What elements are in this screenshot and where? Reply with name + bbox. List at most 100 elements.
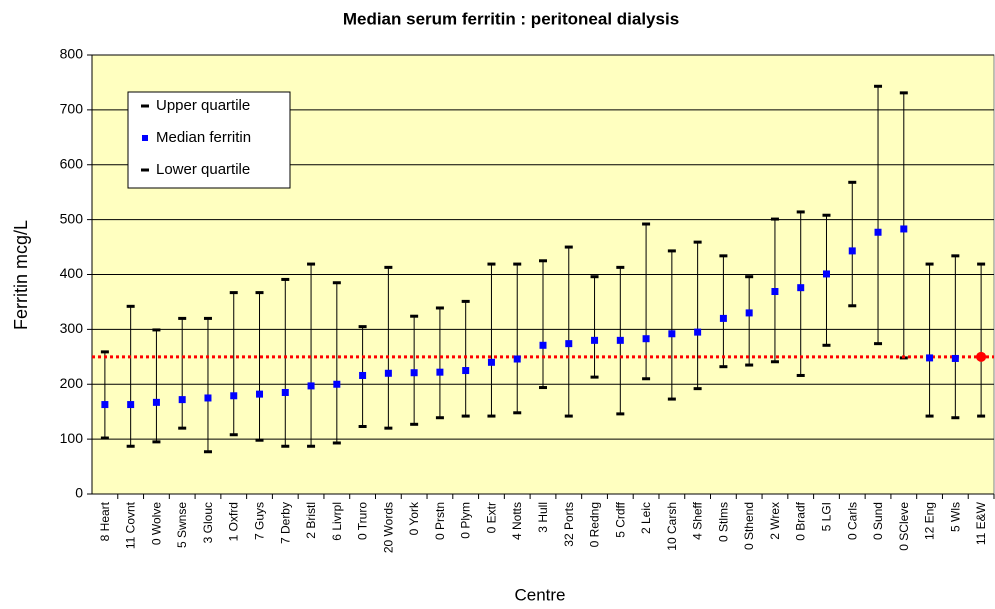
lower-quartile [513, 411, 522, 415]
lower-quartile [745, 363, 754, 367]
x-tick-label: 3 Glouc [201, 502, 215, 543]
lower-quartile [178, 426, 187, 430]
upper-quartile [719, 254, 728, 258]
median [694, 328, 702, 336]
x-tick-label: 2 Leic [639, 502, 653, 534]
y-tick-label: 400 [60, 265, 84, 281]
lower-quartile [564, 414, 573, 418]
lower-quartile [822, 343, 831, 347]
upper-quartile [281, 277, 290, 281]
x-tick-label: 5 Wls [948, 502, 962, 532]
legend-marker [141, 168, 149, 172]
x-tick-label: 0 Redng [588, 502, 602, 547]
upper-quartile [796, 210, 805, 214]
lower-quartile [667, 397, 676, 401]
median [951, 354, 959, 362]
median [359, 371, 367, 379]
x-tick-label: 3 Hull [536, 502, 550, 533]
lower-quartile [332, 441, 341, 445]
upper-quartile [255, 291, 264, 295]
upper-quartile [977, 262, 986, 266]
lower-quartile [590, 375, 599, 379]
median [900, 225, 908, 233]
lower-quartile [461, 414, 470, 418]
upper-quartile [822, 213, 831, 217]
x-tick-label: 7 Guys [253, 502, 267, 540]
x-tick-label: 0 Extr [484, 502, 498, 533]
x-tick-label: 0 SCleve [897, 502, 911, 551]
median [565, 340, 573, 348]
upper-quartile [410, 314, 419, 318]
chart-title: Median serum ferritin : peritoneal dialy… [343, 9, 679, 28]
upper-quartile [874, 84, 883, 88]
x-tick-label: 0 Truro [356, 502, 370, 540]
median [384, 369, 392, 377]
median [127, 401, 135, 409]
x-tick-label: 4 Notts [510, 502, 524, 540]
median [230, 392, 238, 400]
median [874, 228, 882, 236]
lower-quartile [719, 365, 728, 369]
upper-quartile [925, 262, 934, 266]
median [797, 284, 805, 292]
upper-quartile [590, 275, 599, 279]
median [204, 394, 212, 402]
median [256, 390, 264, 398]
upper-quartile [307, 262, 316, 266]
legend-label: Lower quartile [156, 161, 250, 178]
upper-quartile [152, 328, 161, 332]
x-tick-label: 5 Swnse [175, 502, 189, 548]
legend-marker [141, 104, 149, 108]
lower-quartile [770, 360, 779, 364]
lower-quartile [435, 416, 444, 420]
upper-quartile [126, 304, 135, 308]
median [307, 382, 315, 390]
lower-quartile [410, 422, 419, 426]
y-tick-label: 500 [60, 210, 84, 226]
lower-quartile [977, 414, 986, 418]
x-tick-label: 0 Wolve [149, 502, 163, 545]
x-tick-label: 0 Plym [459, 502, 473, 539]
x-tick-label: 0 Sthend [742, 502, 756, 550]
upper-quartile [332, 281, 341, 285]
lower-quartile [255, 438, 264, 442]
x-tick-label: 0 Prstn [433, 502, 447, 540]
median [616, 336, 624, 344]
lower-quartile [358, 425, 367, 429]
lower-quartile [384, 426, 393, 430]
x-tick-label: 12 Eng [923, 502, 937, 540]
median-highlight [976, 351, 987, 362]
lower-quartile [152, 440, 161, 444]
y-axis-label: Ferritin mcg/L [11, 220, 31, 330]
upper-quartile [693, 240, 702, 244]
x-tick-label: 0 Carls [845, 502, 859, 540]
upper-quartile [461, 299, 470, 303]
x-tick-label: 0 York [407, 501, 421, 535]
upper-quartile [745, 275, 754, 279]
x-tick-label: 0 Sund [871, 502, 885, 540]
median [462, 367, 470, 375]
median [745, 309, 753, 317]
median [926, 354, 934, 362]
lower-quartile [281, 444, 290, 448]
y-tick-label: 200 [60, 375, 84, 391]
y-tick-label: 700 [60, 101, 84, 117]
y-tick-label: 0 [75, 485, 83, 501]
median [178, 396, 186, 404]
y-tick-label: 100 [60, 430, 84, 446]
upper-quartile [848, 180, 857, 184]
median [281, 388, 289, 396]
median [152, 398, 160, 406]
y-tick-label: 300 [60, 320, 84, 336]
median [436, 368, 444, 376]
upper-quartile [951, 254, 960, 258]
legend-box [127, 91, 291, 189]
upper-quartile [229, 291, 238, 295]
y-tick-label: 600 [60, 155, 84, 171]
median [333, 380, 341, 388]
upper-quartile [358, 325, 367, 329]
upper-quartile [616, 265, 625, 269]
lower-quartile [796, 373, 805, 377]
x-tick-label: 7 Derby [278, 502, 292, 544]
lower-quartile [616, 412, 625, 416]
